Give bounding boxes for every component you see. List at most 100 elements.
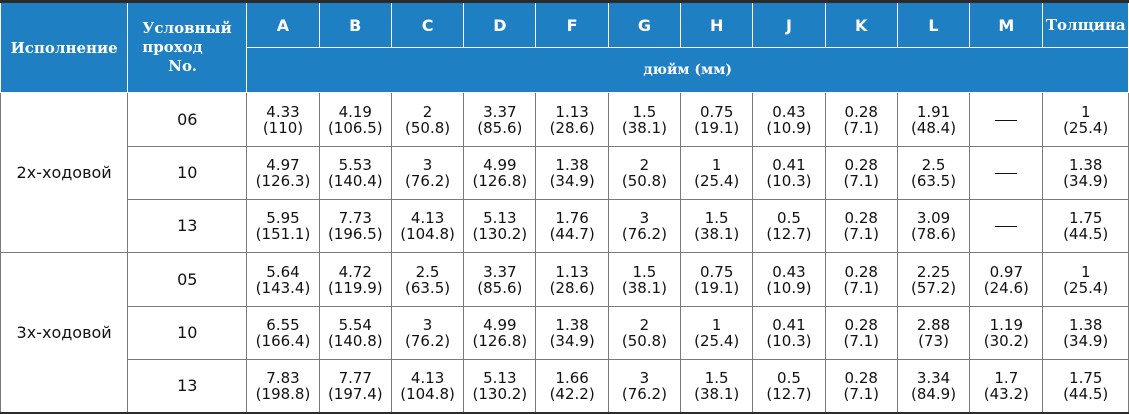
- dimension-cell: 3 (76.2): [390, 146, 465, 200]
- thickness-inch-value: 1.38: [1069, 156, 1103, 174]
- dimension-cell: 1.66 (42.2): [535, 359, 609, 414]
- header-execution: Исполнение: [0, 1, 129, 93]
- header-letter-k: K: [824, 1, 898, 48]
- mm-value: (10.9): [766, 278, 812, 297]
- thickness-cell: 1.75 (44.5): [1042, 199, 1129, 253]
- nominal-size-cell: 06: [127, 92, 248, 147]
- header-row-letters: Исполнение Условный проход No. A B C D F…: [0, 1, 1129, 93]
- mm-value: (12.7): [766, 225, 812, 243]
- dimension-cell: 1.19 (30.2): [969, 306, 1044, 360]
- mm-value: (104.8): [400, 385, 455, 403]
- dimension-cell: 1 (25.4): [680, 146, 754, 200]
- inch-value: 1.13: [555, 262, 589, 281]
- table-row: 13 7.83 (198.8) 7.77 (197.4) 4.13 (104.8) 5.13(…: [1, 359, 1129, 414]
- dimension-cell: 2 (50.8): [390, 92, 465, 147]
- dimension-cell: 1.76 (44.7): [535, 199, 609, 253]
- inch-value: 1.19: [989, 316, 1024, 334]
- thickness-inch-value: 1.75: [1069, 209, 1103, 227]
- inch-value: 2.5: [921, 156, 946, 174]
- mm-value: (140.8): [327, 332, 383, 350]
- dimension-cell: 0.28 (7.1): [824, 146, 898, 200]
- mm-value: (126.3): [255, 172, 311, 190]
- group-name: 3х-ходовой: [0, 252, 129, 414]
- mm-value: (7.1): [843, 225, 880, 243]
- mm-value: (73): [918, 332, 949, 350]
- mm-value: (85.6): [477, 118, 523, 137]
- dimension-cell: 2.5 (63.5): [896, 146, 971, 200]
- inch-value: 0.5: [777, 369, 801, 387]
- dash-mark: [995, 119, 1018, 121]
- inch-value: 0.5: [777, 209, 801, 227]
- dimension-cell: 0.43 (10.9): [752, 252, 826, 307]
- mm-value: (50.8): [621, 172, 667, 190]
- header-letter-l: L: [896, 1, 971, 48]
- mm-value: (7.1): [843, 385, 880, 403]
- mm-value: (143.4): [255, 278, 311, 297]
- inch-value: 3: [639, 369, 650, 387]
- dimension-cell: 5.13 (130.2): [463, 199, 537, 253]
- inch-value: 4.13: [410, 369, 445, 387]
- header-nominal-bore-line3: No.: [168, 57, 197, 75]
- dimension-cell: 2.25 (57.2): [896, 252, 971, 307]
- inch-value: 1.38: [555, 156, 589, 174]
- dimension-cell: 0.28 (7.1): [824, 359, 898, 414]
- inch-value: 7.83: [266, 369, 300, 387]
- inch-value: 0.28: [844, 102, 878, 121]
- inch-value: 1: [711, 156, 722, 174]
- inch-value: 5.13: [483, 369, 517, 387]
- dimension-cell: 2 (50.8): [607, 306, 682, 360]
- thickness-inch-value: 1: [1080, 262, 1091, 281]
- nominal-size-cell: 05: [127, 252, 248, 307]
- inch-value: 3.37: [483, 262, 517, 281]
- dimension-cell: 0.43 (10.9): [752, 92, 826, 147]
- dimension-cell: 1.38 (34.9): [535, 306, 609, 360]
- mm-value: (78.6): [910, 225, 957, 243]
- thickness-cell: 1.38 (34.9): [1042, 146, 1129, 200]
- inch-value: 4.97: [266, 156, 300, 174]
- thickness-inch-value: 1.38: [1069, 316, 1103, 334]
- inch-value: 0.28: [844, 262, 878, 281]
- mm-value: (34.9): [549, 172, 595, 190]
- inch-value: 1.5: [704, 209, 729, 227]
- inch-value: 4.99: [483, 156, 517, 174]
- thickness-mm-value: (25.4): [1063, 278, 1109, 297]
- dimension-cell: 0.5 (12.7): [752, 359, 826, 414]
- mm-value: (76.2): [621, 225, 667, 243]
- mm-value: (151.1): [255, 225, 311, 243]
- nominal-size-cell: 13: [127, 359, 248, 414]
- mm-value: (50.8): [621, 332, 667, 350]
- dimension-cell: 3.34 (84.9): [896, 359, 971, 414]
- dimension-cell: 5.54 (140.8): [318, 306, 392, 360]
- inch-value: 0.28: [844, 209, 878, 227]
- dimension-cell: 1.13 (28.6): [535, 252, 609, 307]
- thickness-cell: 1.75 (44.5): [1042, 359, 1129, 414]
- header-units: дюйм (мм): [246, 47, 1129, 93]
- dimension-cell: 1.91 (48.4): [896, 92, 971, 147]
- mm-value: (106.5): [327, 118, 383, 137]
- inch-value: 1.38: [555, 316, 589, 334]
- mm-value: (76.2): [621, 385, 667, 403]
- header-nominal-bore-line2: проход: [142, 38, 203, 56]
- dimension-cell: 4.13 (104.8): [390, 199, 465, 253]
- dimension-cell: 4.13 (104.8): [390, 359, 465, 414]
- header-letter-d: D: [463, 1, 537, 48]
- inch-value: 1.91: [916, 102, 951, 121]
- inch-value: 3.37: [483, 102, 517, 121]
- dimension-cell: 4.97 (126.3): [246, 146, 320, 200]
- inch-value: 0.43: [772, 102, 806, 121]
- table-row: 2х-ходовой 06 4.33 (110) 4.19 (106.5) 2 (50.8) 3…: [0, 92, 1129, 253]
- inch-value: 5.13: [483, 209, 517, 227]
- dimension-cell: 0.28 (7.1): [824, 252, 898, 307]
- mm-value: (25.4): [694, 332, 740, 350]
- mm-value: (84.9): [910, 385, 957, 403]
- dimension-cell: 4.19 (106.5): [318, 92, 392, 147]
- dimension-cell: 3 (76.2): [390, 306, 465, 360]
- dimension-cell: 4.72 (119.9): [318, 252, 392, 307]
- inch-value: 0.75: [699, 102, 734, 121]
- dimension-cell: 2.5 (63.5): [390, 252, 465, 307]
- mm-value: (196.5): [327, 225, 383, 243]
- thickness-cell: 1 (25.4): [1042, 92, 1129, 147]
- dimension-cell: 1 (25.4): [680, 306, 754, 360]
- mm-value: (126.8): [472, 172, 528, 190]
- mm-value: (12.7): [766, 385, 812, 403]
